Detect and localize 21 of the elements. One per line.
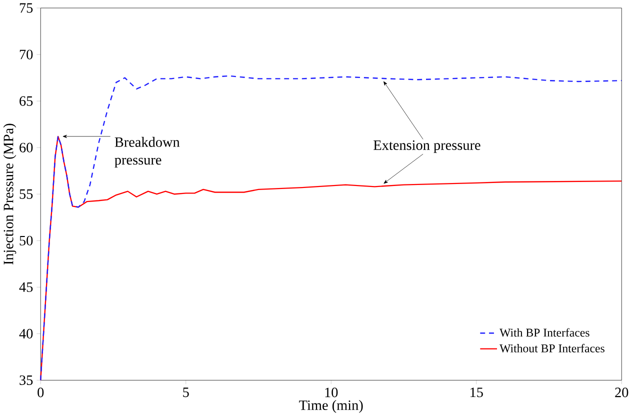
x-axis-title: Time (min) <box>299 400 363 413</box>
x-tick-label: 5 <box>183 388 189 397</box>
legend-label: With BP Interfaces <box>500 328 590 337</box>
y-tick-label: 65 <box>20 96 33 106</box>
y-tick-label: 60 <box>20 142 33 152</box>
x-tick-label: 0 <box>38 388 44 398</box>
annotation: Extension pressure <box>374 140 480 153</box>
line-series <box>40 75 622 381</box>
y-tick-label: 75 <box>20 3 33 13</box>
y-tick-label: 50 <box>20 236 33 246</box>
x-tick-label: 15 <box>470 388 483 398</box>
x-tick-label: 20 <box>615 388 628 398</box>
x-tick-label: 10 <box>325 388 338 398</box>
legend-label: Without BP Interfaces <box>500 344 604 352</box>
y-axis-title: Injection Pressure (MPa) <box>3 124 16 264</box>
y-tick-label: 55 <box>20 189 33 199</box>
annotation: Breakdown pressure <box>114 136 180 168</box>
y-tick-label: 45 <box>19 282 33 292</box>
y-tick-label: 70 <box>20 50 33 60</box>
y-tick-label: 35 <box>20 375 33 385</box>
y-tick-label: 40 <box>19 328 33 338</box>
